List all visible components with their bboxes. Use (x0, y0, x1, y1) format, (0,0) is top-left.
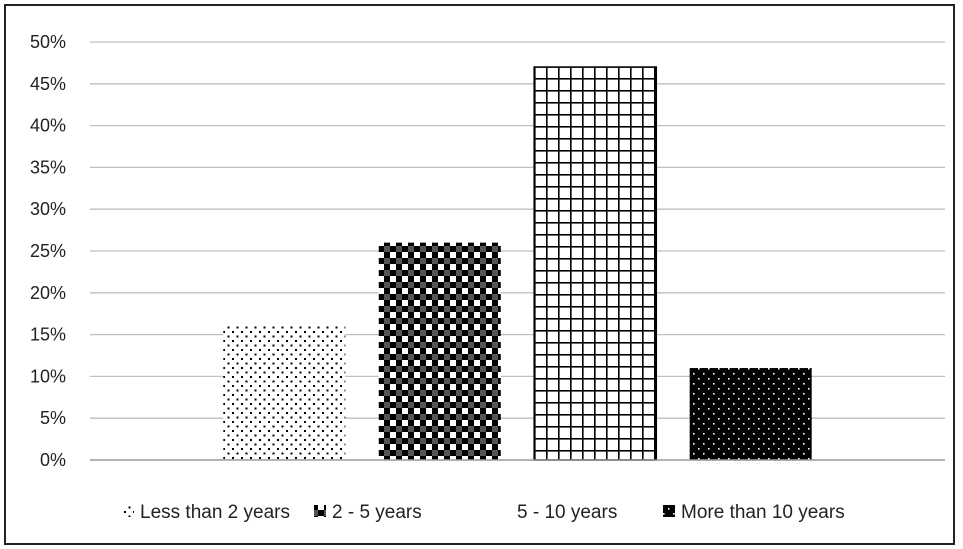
bar-2 (378, 242, 501, 460)
y-tick-label: 45% (30, 74, 66, 94)
legend-label: 5 - 10 years (517, 502, 617, 523)
legend-label: 2 - 5 years (332, 502, 422, 523)
y-tick-label: 0% (40, 450, 66, 470)
y-tick-label: 40% (30, 116, 66, 136)
y-tick-label: 25% (30, 241, 66, 261)
legend: Less than 2 years 2 - 5 years 5 - 10 years… (122, 502, 845, 523)
bars (223, 66, 812, 461)
y-tick-label: 15% (30, 325, 66, 345)
legend-swatch (314, 505, 326, 517)
legend-item: More than 10 years (663, 502, 845, 523)
gridlines (90, 41, 945, 419)
legend-item: Less than 2 years (122, 502, 290, 523)
y-tick-label: 20% (30, 283, 66, 303)
y-tick-label: 50% (30, 32, 66, 52)
legend-label: Less than 2 years (140, 502, 290, 523)
legend-item: 2 - 5 years (314, 502, 422, 523)
legend-label: More than 10 years (681, 502, 845, 523)
y-axis-ticks: 0% 5% 10% 15% 20% 25% 30% 35% 40% 45% 50% (30, 32, 66, 470)
legend-swatch (663, 505, 675, 517)
y-tick-label: 10% (30, 366, 66, 386)
chart-frame: 0% 5% 10% 15% 20% 25% 30% 35% 40% 45% 50% Less tha… (4, 4, 955, 545)
bar-4 (689, 368, 812, 460)
y-tick-label: 35% (30, 157, 66, 177)
legend-swatch (122, 505, 134, 517)
bar-chart: 0% 5% 10% 15% 20% 25% 30% 35% 40% 45% 50% Less tha… (30, 32, 945, 523)
bar-3 (533, 66, 658, 461)
legend-item: 5 - 10 years (517, 502, 617, 523)
bar-1 (223, 326, 346, 460)
y-tick-label: 5% (40, 408, 66, 428)
y-tick-label: 30% (30, 199, 66, 219)
